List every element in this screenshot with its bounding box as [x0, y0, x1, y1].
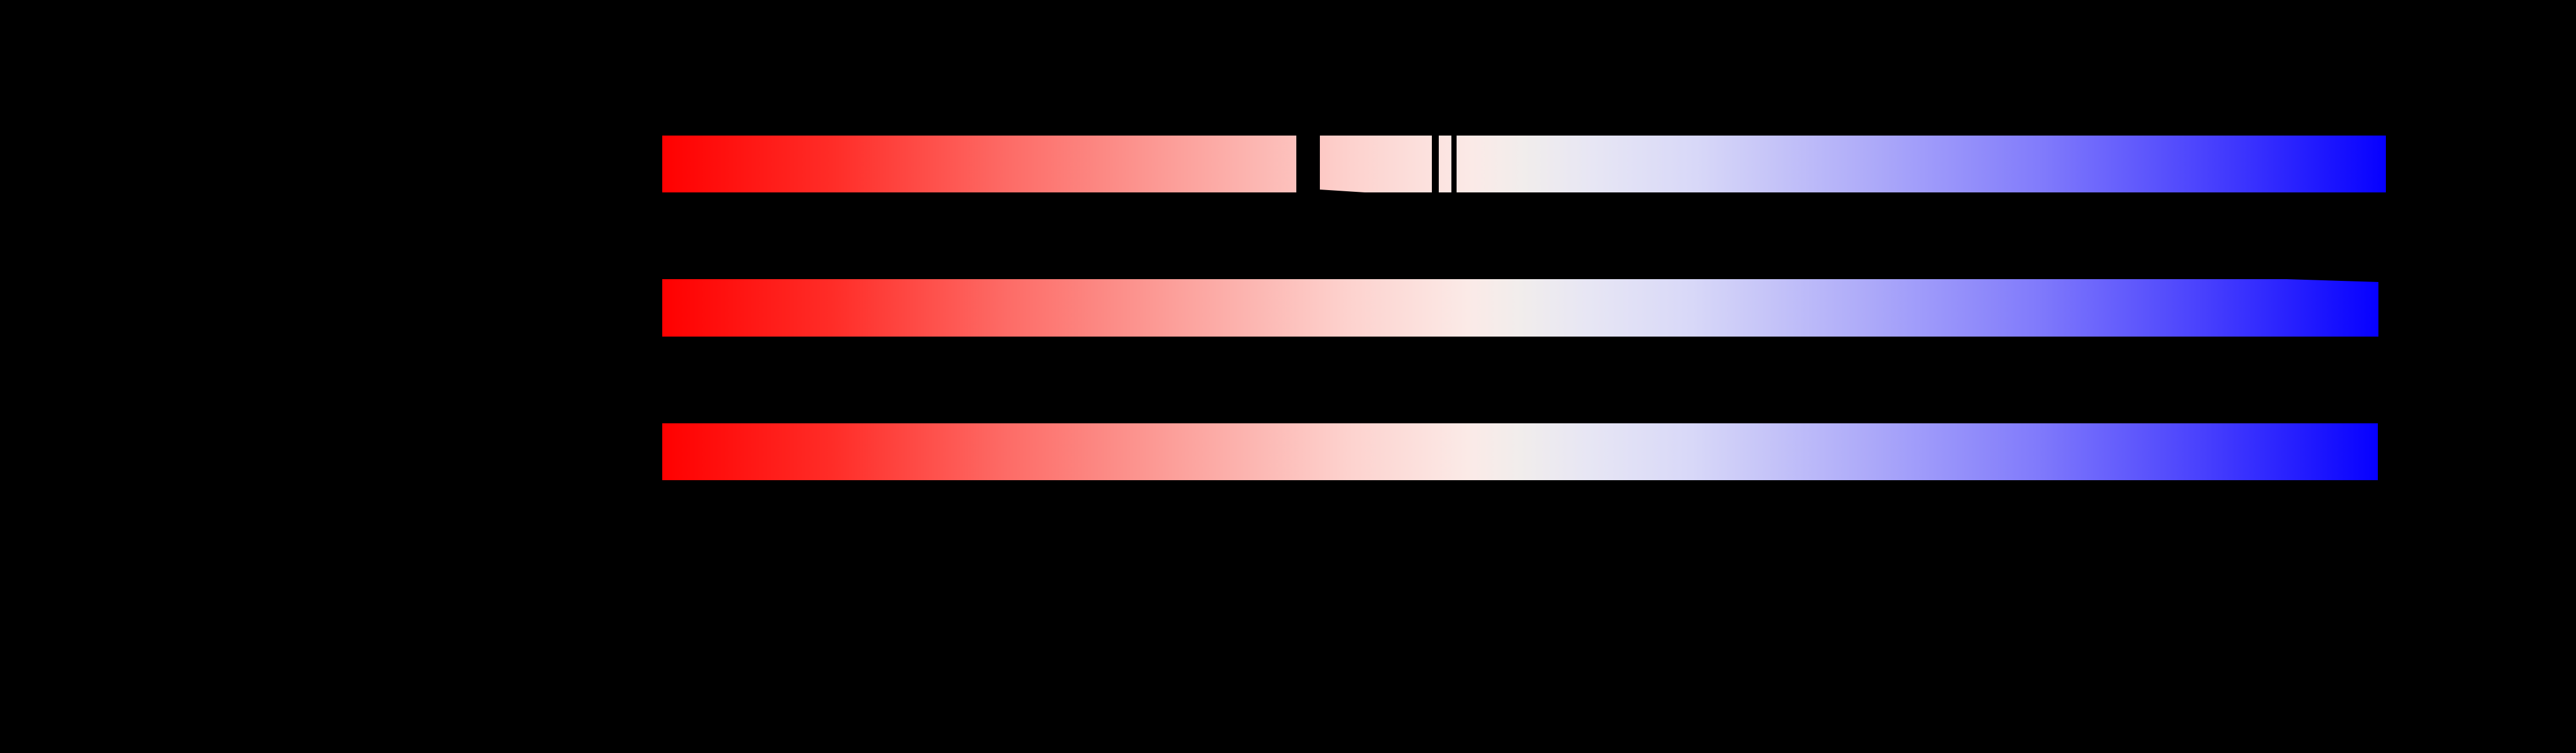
gradient-bar-top	[662, 136, 2386, 192]
tick-mark-1	[1432, 136, 1439, 192]
gradient-bar-middle	[662, 279, 2378, 337]
notch-wedge	[1320, 190, 1365, 192]
top-right-wedge	[2287, 279, 2378, 282]
tick-mark-2	[1451, 136, 1457, 192]
gap-mark	[1296, 136, 1320, 192]
gradient-bar-bottom	[662, 423, 2378, 480]
